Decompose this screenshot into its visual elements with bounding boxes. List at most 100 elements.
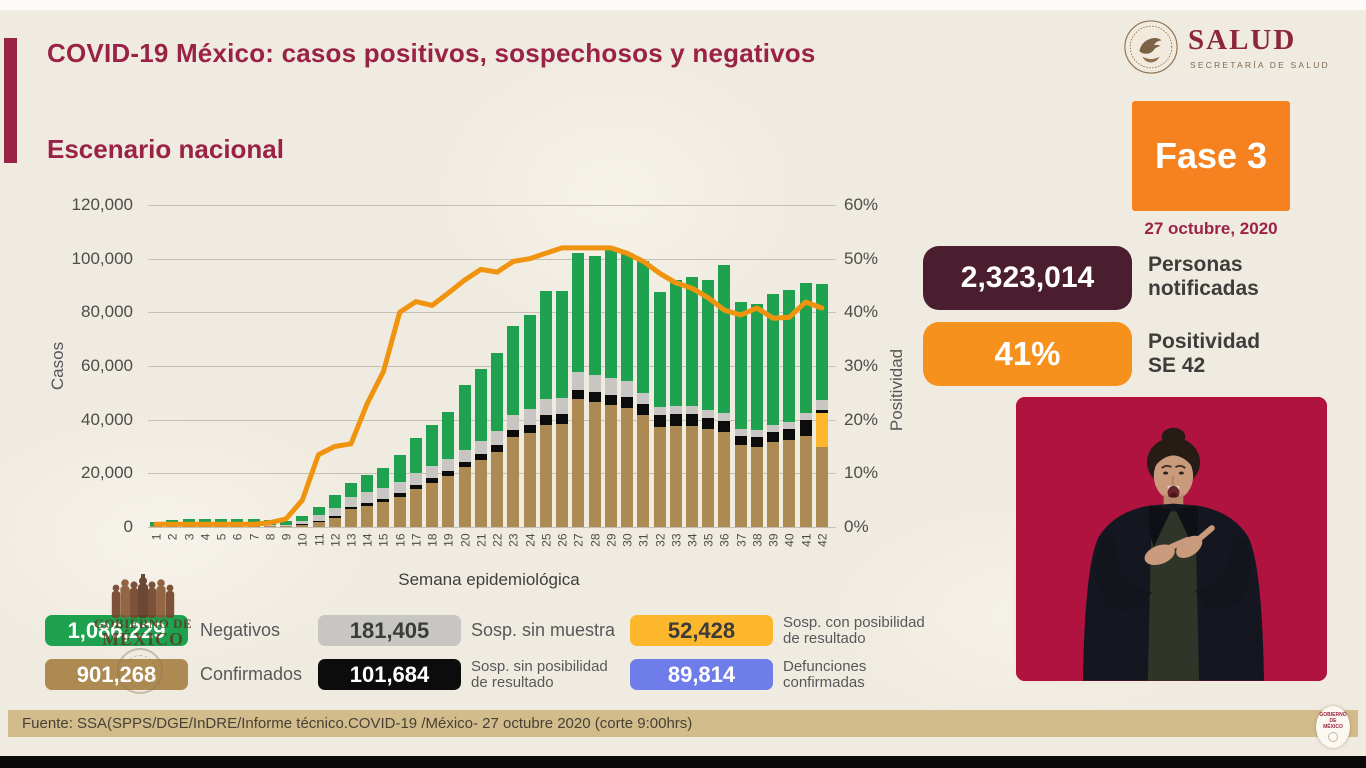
bar-week-35	[702, 280, 715, 527]
x-tick-label: 11	[312, 533, 326, 546]
x-tick-label: 28	[588, 533, 603, 547]
bar-segment	[539, 425, 552, 527]
y-tick-label: 40,000	[81, 409, 133, 429]
bar-segment	[344, 506, 357, 510]
bar-week-25	[539, 290, 552, 527]
bar-segment	[572, 371, 585, 390]
bar-segment	[734, 435, 747, 445]
bar-segment	[377, 502, 390, 527]
bar-week-37	[734, 301, 747, 527]
bar-segment	[328, 516, 341, 518]
y-tick-label: 0	[123, 517, 133, 536]
x-tick-label: 22	[490, 533, 505, 547]
x-tick-label: 9	[279, 533, 294, 541]
gridline	[148, 312, 836, 314]
x-axis-label: Semana epidemiológica	[398, 570, 580, 589]
bar-segment	[604, 378, 617, 395]
bar-segment	[263, 525, 276, 527]
bar-week-19	[442, 411, 455, 527]
bar-segment	[377, 487, 390, 499]
bar-segment	[377, 498, 390, 503]
bar-week-16	[393, 454, 406, 527]
bar-segment	[815, 446, 828, 527]
bar-segment	[702, 409, 715, 418]
y2-tick-label: 50%	[844, 248, 879, 268]
bar-segment	[491, 445, 504, 452]
bar-segment	[426, 477, 439, 483]
interpreter-video	[1013, 394, 1330, 684]
x-tick-label: 6	[230, 533, 245, 541]
bar-segment	[588, 402, 601, 527]
bar-segment	[718, 421, 731, 433]
x-tick-label: 23	[506, 533, 521, 547]
bar-segment	[702, 417, 715, 430]
bar-segment	[361, 491, 374, 503]
x-tick-label: 33	[669, 533, 684, 547]
phase-label: Fase 3	[1154, 135, 1268, 176]
bar-segment	[491, 431, 504, 446]
bar-segment	[685, 426, 698, 527]
bar-segment	[426, 482, 439, 527]
bar-week-9	[280, 520, 293, 527]
x-tick-label: 37	[734, 533, 749, 547]
bar-week-21	[474, 368, 487, 527]
bar-segment	[767, 425, 780, 432]
bar-segment	[393, 454, 406, 482]
bar-segment	[604, 395, 617, 405]
x-tick-label: 29	[604, 533, 619, 547]
bar-segment	[442, 459, 455, 471]
bar-segment	[750, 446, 763, 527]
bar-segment	[344, 482, 357, 497]
bar-segment	[442, 470, 455, 477]
x-tick-label: 38	[750, 533, 765, 547]
x-tick-label: 10	[295, 533, 310, 547]
bar-segment	[621, 381, 634, 398]
legend-label-sosp-con-posibilidad: Sosp. con posibilidad de resultado	[783, 613, 925, 647]
y2-tick-label: 40%	[844, 302, 879, 322]
bar-segment	[296, 524, 309, 525]
legend-label-defunciones: Defunciones confirmadas	[783, 657, 867, 691]
bar-week-14	[361, 474, 374, 527]
x-tick-label: 40	[782, 533, 797, 547]
bar-week-24	[523, 315, 536, 527]
bar-segment	[556, 397, 569, 415]
bar-segment	[815, 412, 828, 447]
bar-segment	[474, 441, 487, 455]
bar-segment	[669, 280, 682, 407]
y2-tick-label: 20%	[844, 409, 879, 429]
bar-segment	[344, 509, 357, 527]
bar-segment	[750, 304, 763, 431]
bar-segment	[669, 426, 682, 527]
bar-segment	[442, 411, 455, 460]
bar-segment	[572, 389, 585, 400]
bar-segment	[312, 515, 325, 522]
accent-bar	[4, 38, 17, 163]
bar-segment	[556, 414, 569, 424]
interpreter-illustration	[1016, 397, 1327, 681]
bar-segment	[409, 489, 422, 527]
x-tick-label: 24	[523, 533, 538, 547]
bar-segment	[637, 403, 650, 416]
stat-positividad-box: 41%	[923, 322, 1132, 386]
bar-week-41	[799, 282, 812, 527]
x-tick-label: 17	[409, 533, 424, 547]
salud-logo: SALUD SECRETARÍA DE SALUD	[1122, 16, 1342, 80]
bar-segment	[312, 521, 325, 523]
bar-segment	[426, 425, 439, 466]
y2-tick-label: 0%	[844, 517, 869, 536]
legend-label-sosp-sin-posibilidad: Sosp. sin posibilidad de resultado	[471, 657, 608, 691]
bar-week-33	[669, 280, 682, 527]
legend-label-negativos: Negativos	[200, 620, 281, 640]
x-tick-label: 5	[214, 533, 229, 541]
bar-segment	[474, 459, 487, 527]
x-tick-label: 19	[441, 533, 456, 547]
bar-week-12	[328, 494, 341, 527]
bar-segment	[734, 444, 747, 527]
bar-segment	[458, 384, 471, 450]
bar-segment	[750, 430, 763, 438]
bar-segment	[296, 521, 309, 525]
bar-segment	[767, 293, 780, 426]
bar-segment	[621, 253, 634, 382]
bar-segment	[474, 454, 487, 460]
salud-subtext: SECRETARÍA DE SALUD	[1190, 60, 1330, 70]
